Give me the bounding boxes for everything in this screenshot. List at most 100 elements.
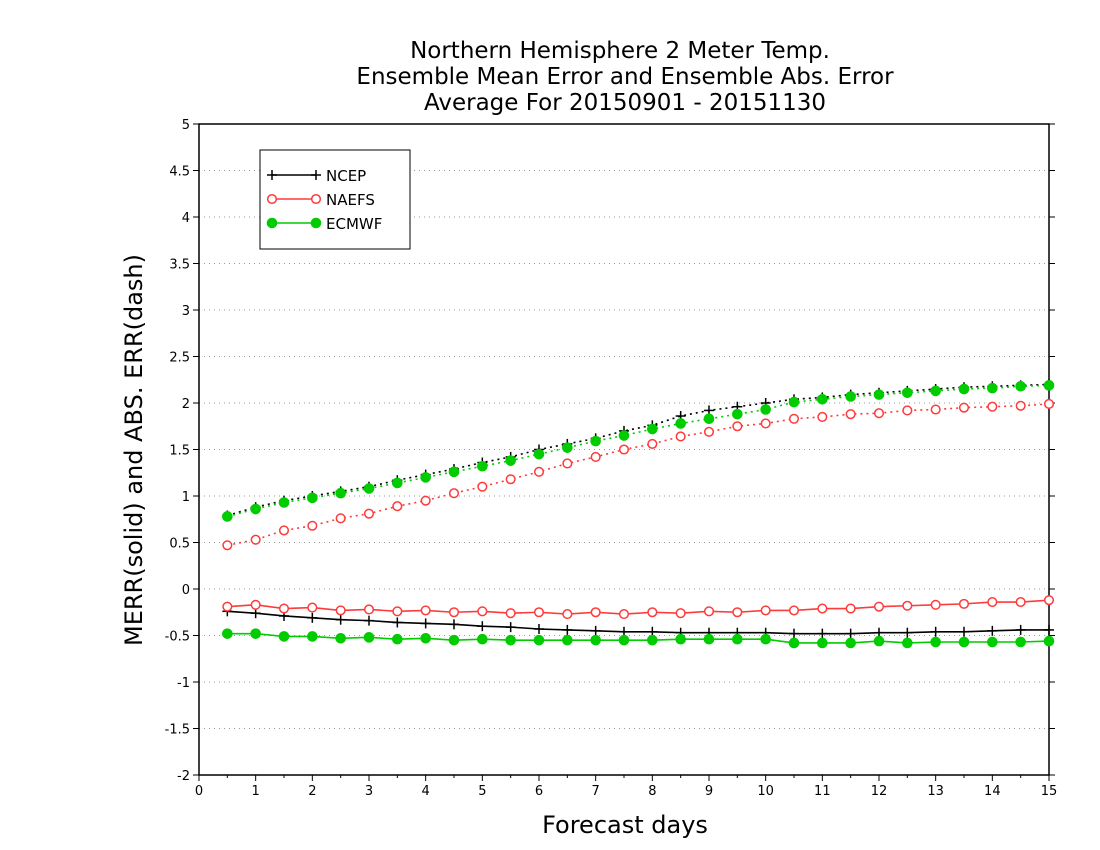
ecmwf-mean-err-point [902,637,913,649]
naefs-abs-err-point [533,466,545,477]
title-line-2: Ensemble Mean Error and Ensemble Abs. Er… [356,64,894,90]
naefs-abs-err-point [420,495,431,506]
x-tick-label: 3 [365,784,373,799]
naefs-mean-err-point [675,608,686,619]
naefs-abs-err-point [590,451,601,462]
y-tick-label: 0 [182,583,190,598]
naefs-abs-err-point [647,438,658,449]
naefs-abs-err-point [902,405,913,416]
ecmwf-mean-err-point [505,634,516,646]
naefs-abs-err-point [562,458,573,469]
naefs-mean-err-point [987,596,998,608]
legend-label-ncep: NCEP [326,167,366,185]
ecmwf-abs-err-point [448,466,460,478]
y-tick-label: -2 [177,769,190,784]
y-tick-label: -0.5 [165,630,190,645]
naefs-abs-err-point [335,513,346,524]
naefs-mean-err-point [505,608,516,619]
ecmwf-mean-err-point [307,631,318,642]
legend: NCEP NAEFS ECMWF [259,149,411,250]
naefs-mean-err-point [363,604,375,615]
ncep-abs-err-line [227,383,1050,517]
ncep-mean-err-point [987,625,998,636]
ecmwf-mean-err-point [873,635,885,647]
y-tick-label: 0.5 [169,537,190,552]
ecmwf-abs-err-point [250,503,261,515]
naefs-abs-err-point [278,525,290,536]
naefs-mean-err-point [760,605,771,616]
title-line-1: Northern Hemisphere 2 Meter Temp. [410,38,830,64]
y-tick-label: -1 [177,676,190,691]
ecmwf-mean-err-point [420,632,431,644]
naefs-abs-err-point [987,401,998,412]
x-tick-label: 0 [195,784,203,799]
legend-marker-ncep [311,170,321,180]
ecmwf-mean-err-point [647,634,658,646]
naefs-abs-err-point [788,413,800,424]
naefs-abs-err-point [222,540,233,551]
ecmwf-mean-err-point [788,637,800,649]
x-tick-label: 2 [308,784,316,799]
ecmwf-abs-err-point [845,391,856,402]
legend-marker-naefs [310,193,322,205]
x-tick-label: 1 [252,784,260,799]
legend-marker-ecmwf [266,217,278,229]
ncep-mean-err-point [930,626,941,637]
x-axis-label: Forecast days [542,811,708,839]
legend-label-ecmwf: ECMWF [326,215,382,233]
ncep-mean-err-point [562,624,573,635]
ecmwf-abs-err-point [902,387,913,399]
x-tick-label: 8 [648,784,656,799]
ecmwf-abs-err-point [533,448,545,460]
naefs-mean-err-point [335,605,346,616]
ecmwf-mean-err-point [930,636,941,648]
ecmwf-abs-err-point [675,418,686,429]
naefs-mean-err-point [703,606,715,617]
ecmwf-mean-err-point [562,634,573,646]
ecmwf-mean-err-point [392,633,403,645]
ecmwf-abs-err-point [307,492,318,504]
naefs-mean-err-point [618,609,630,620]
naefs-mean-err-point [930,599,941,610]
naefs-mean-err-point [222,601,233,612]
naefs-mean-err-point [448,607,460,618]
y-tick-label: 3.5 [169,258,190,273]
naefs-mean-err-point [477,606,488,617]
ecmwf-abs-err-point [987,382,998,394]
naefs-abs-err-point [618,444,630,455]
ncep-mean-err-point [420,618,431,629]
x-tick-label: 4 [422,784,430,799]
naefs-abs-err-point [845,409,856,420]
ecmwf-mean-err-point [703,633,715,645]
ncep-mean-err-line [227,610,1049,635]
naefs-abs-err-point [958,402,970,413]
y-tick-label: 2 [182,397,190,412]
ecmwf-abs-err-point [222,511,233,522]
y-tick-label: 3 [182,304,190,319]
ecmwf-abs-err-point [392,477,403,489]
naefs-abs-err-point [448,488,460,499]
ecmwf-mean-err-point [448,634,460,646]
ecmwf-mean-err-point [222,628,233,639]
naefs-mean-err-point [958,598,970,609]
ecmwf-abs-err-point [930,385,941,397]
ecmwf-mean-err-point [1015,636,1026,648]
ncep-mean-err-point [789,628,799,639]
ncep-mean-err-point [534,623,544,634]
ecmwf-mean-err-point [987,636,998,648]
plot-series [222,379,1055,649]
legend-marker-ncep [267,170,277,180]
ecmwf-abs-err-point [1043,380,1055,391]
x-tick-label: 11 [814,784,831,799]
naefs-mean-err-point [250,599,261,610]
y-tick-label: 4.5 [169,165,190,180]
ncep-mean-err-point [817,628,828,639]
ncep-mean-err-point [1015,624,1026,635]
ncep-mean-err-point [335,614,346,625]
naefs-abs-err-point [873,408,885,419]
title-line-3: Average For 20150901 - 20151130 [424,90,826,116]
ecmwf-abs-err-point [958,383,970,395]
naefs-mean-err-point [845,603,856,614]
ecmwf-mean-err-point [958,636,970,648]
naefs-abs-err-point [1015,400,1026,411]
